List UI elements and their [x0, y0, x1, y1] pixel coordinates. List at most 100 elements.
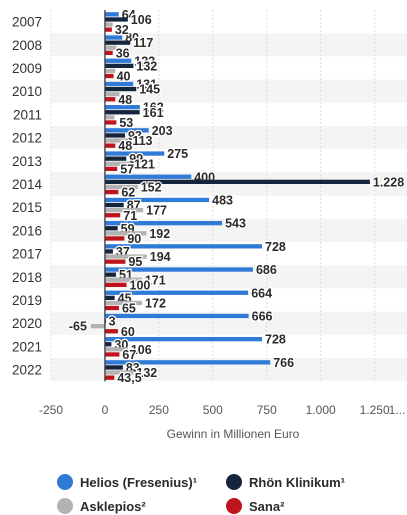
- legend-swatch-helios: [57, 474, 73, 490]
- bar-sana: [104, 97, 116, 102]
- data-label-asklepios: 113: [132, 134, 152, 148]
- category-label: 2014: [12, 177, 43, 192]
- data-label-rhoen: 106: [131, 13, 152, 27]
- category-label: 2022: [12, 363, 42, 378]
- data-label-rhoen: 93: [128, 129, 142, 143]
- data-label-helios: 766: [273, 356, 294, 370]
- bar-sana: [104, 27, 112, 32]
- bar-helios: [104, 35, 123, 40]
- data-label-rhoen: 117: [133, 36, 153, 50]
- x-tick-label: 1.000: [306, 403, 336, 417]
- data-label-sana: 57: [120, 162, 134, 176]
- legend-item-rhoen[interactable]: Rhön Klinikum¹: [226, 474, 345, 490]
- data-label-asklepios: 132: [136, 366, 157, 380]
- bar-rhoen: [104, 86, 137, 92]
- data-label-helios: 162: [143, 101, 164, 115]
- legend-item-asklepios[interactable]: Asklepios²: [57, 498, 146, 514]
- category-label: 2021: [12, 339, 42, 354]
- data-label-helios: 483: [212, 193, 233, 207]
- category-label: 2013: [12, 154, 42, 169]
- bar-helios: [104, 267, 253, 272]
- bar-asklepios: [104, 208, 144, 213]
- category-label: 2016: [12, 223, 42, 238]
- data-label-rhoen: 3: [109, 315, 116, 329]
- x-tick-label: -250: [39, 403, 63, 417]
- bar-asklepios: [104, 370, 134, 375]
- category-label: 2015: [12, 200, 42, 215]
- data-label-helios: 203: [152, 124, 173, 138]
- bar-sana: [104, 166, 118, 171]
- data-label-helios: 131: [136, 77, 157, 91]
- bar-rhoen: [104, 342, 112, 347]
- category-label: 2019: [12, 293, 42, 308]
- bar-asklepios: [104, 115, 115, 120]
- data-label-sana: 36: [116, 46, 130, 60]
- data-label-sana: 90: [127, 232, 141, 246]
- bar-asklepios: [104, 300, 143, 306]
- data-label-sana: 65: [122, 302, 136, 316]
- legend-item-helios[interactable]: Helios (Fresenius)¹: [57, 474, 197, 490]
- bar-asklepios: [104, 254, 147, 259]
- data-label-asklepios: 106: [131, 343, 152, 357]
- bar-sana: [104, 189, 119, 195]
- data-label-helios: 728: [265, 240, 286, 254]
- x-tick-label: 1...: [389, 403, 406, 417]
- bar-asklepios: [104, 277, 142, 282]
- data-label-helios: 122: [134, 54, 155, 68]
- legend-label-asklepios: Asklepios²: [80, 498, 146, 514]
- bar-sana: [104, 73, 114, 79]
- legend-item-sana[interactable]: Sana²: [226, 498, 284, 514]
- data-label-asklepios: 121: [134, 157, 155, 171]
- bar-helios: [104, 81, 134, 87]
- data-label-helios: 543: [225, 217, 246, 231]
- x-tick-label: 500: [203, 403, 223, 417]
- category-label: 2007: [12, 15, 42, 30]
- legend-label-rhoen: Rhön Klinikum¹: [249, 474, 346, 490]
- bar-helios: [104, 360, 271, 365]
- row-band: [51, 79, 407, 103]
- x-tick-label: 1.250: [360, 403, 390, 417]
- bar-helios: [104, 337, 263, 342]
- data-label-sana: 48: [118, 139, 132, 153]
- data-label-sana: 67: [122, 348, 136, 362]
- data-label-sana: 40: [117, 70, 131, 84]
- data-label-asklepios: 192: [149, 227, 170, 241]
- bar-chart: 2007 2008 2009 2010 2011 2012 2013 2014 2015 2016…: [12, 7, 407, 441]
- x-tick-label: 0: [102, 403, 109, 417]
- bar-sana: [104, 120, 117, 125]
- bar-asklepios: [104, 22, 113, 27]
- bar-sana: [104, 213, 121, 218]
- bar-sana: [104, 236, 125, 241]
- data-label-rhoen: 132: [136, 59, 157, 73]
- bar-asklepios: [104, 68, 116, 74]
- bar-sana: [104, 259, 126, 264]
- bar-asklepios: [90, 324, 105, 329]
- data-label-asklepios: 194: [150, 250, 171, 264]
- data-label-helios: 275: [167, 147, 188, 161]
- bar-rhoen: [104, 40, 131, 45]
- data-label-sana: 53: [119, 116, 133, 130]
- bar-sana: [104, 329, 118, 334]
- category-label: 2011: [13, 107, 42, 122]
- x-tick-label: 250: [149, 403, 169, 417]
- bar-asklepios: [104, 184, 138, 190]
- bar-asklepios: [104, 45, 117, 50]
- data-label-sana: 43,5: [117, 371, 141, 385]
- data-label-helios: 686: [256, 263, 277, 277]
- legend-swatch-asklepios: [57, 498, 73, 514]
- bar-helios: [104, 174, 192, 179]
- bar-asklepios: [104, 138, 130, 143]
- category-label: 2009: [12, 61, 42, 76]
- data-label-helios: 728: [265, 333, 286, 347]
- row-band: [51, 33, 407, 57]
- bar-helios: [104, 244, 263, 249]
- bar-rhoen: [104, 226, 118, 231]
- bar-helios: [104, 197, 210, 203]
- bar-helios: [104, 290, 249, 295]
- data-label-asklepios: 172: [145, 296, 166, 310]
- bar-rhoen: [104, 110, 140, 115]
- bar-rhoen: [104, 133, 126, 138]
- data-label-rhoen: 161: [143, 106, 164, 120]
- bar-asklepios: [104, 231, 147, 236]
- category-label: 2020: [12, 316, 42, 331]
